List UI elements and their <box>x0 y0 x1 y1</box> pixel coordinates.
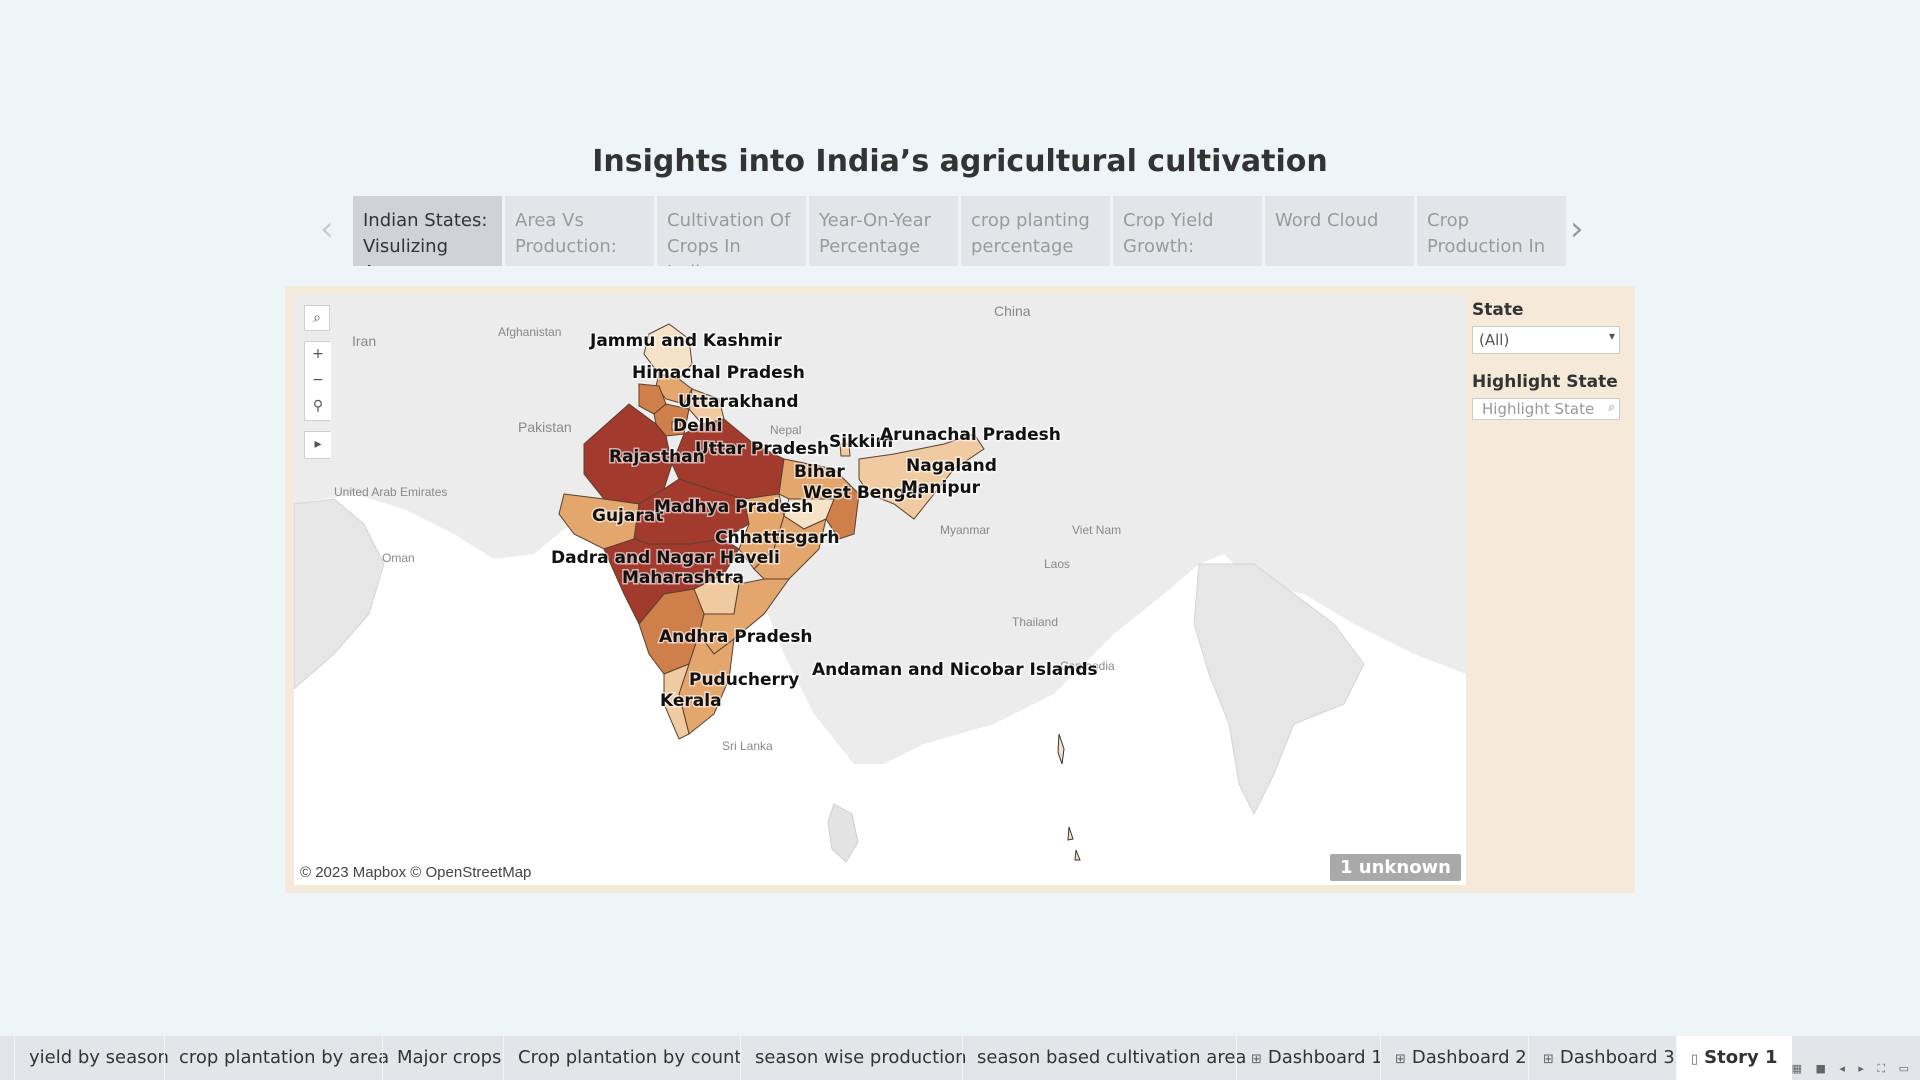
highlight-state-input[interactable]: Highlight State ⌕ <box>1472 398 1620 420</box>
region-label: Andaman and Nicobar Islands <box>812 660 1098 680</box>
region-label: Jammu and Kashmir <box>589 331 782 351</box>
state-filter-value: (All) <box>1479 331 1510 349</box>
dashboard-tab-label: Dashboard 2 <box>1411 1047 1527 1068</box>
sheet-tab[interactable]: Major crops <box>382 1036 515 1080</box>
region-label: Arunachal Pradesh <box>880 425 1061 445</box>
region-label: Gujarat <box>592 506 663 526</box>
map-label-china: China <box>994 303 1031 319</box>
region-label: Madhya Pradesh <box>654 497 813 517</box>
state-maharashtra <box>603 538 740 625</box>
dashboard-panel: Iran Afghanistan Pakistan China Nepal Un… <box>285 286 1635 893</box>
map-label-afghanistan: Afghanistan <box>498 325 561 339</box>
pin-icon[interactable]: ⚲ <box>305 394 331 420</box>
dashboard-tab[interactable]: ⊞ Dashboard 3 <box>1528 1036 1689 1080</box>
map-search-icon[interactable]: ⌕ <box>304 305 330 331</box>
story-title: Insights into India’s agricultural culti… <box>592 144 1328 179</box>
story-point-6[interactable]: Crop Yield Growth: <box>1113 196 1262 266</box>
map-label-oman: Oman <box>382 551 415 565</box>
story-point-2[interactable]: Area Vs Production: <box>505 196 654 266</box>
state-sikkim <box>839 443 851 457</box>
state-delhi <box>671 421 681 431</box>
state-filter-dropdown[interactable]: (All) ▾ <box>1472 326 1620 354</box>
search-icon: ⌕ <box>1608 400 1615 414</box>
chevron-down-icon: ▾ <box>1608 329 1615 343</box>
map-toolbar: ⌕ + − ⚲ ▸ <box>304 305 331 459</box>
story-tab[interactable]: ▯ Story 1 <box>1676 1036 1792 1080</box>
story-navigator: ‹ Indian States: Visulizing Area Area Vs… <box>320 196 1590 266</box>
region-label: Andhra Pradesh <box>659 627 813 647</box>
map-label-vietnam: Viet Nam <box>1072 523 1121 537</box>
state-jammu-kashmir <box>643 323 693 380</box>
story-point-8[interactable]: Crop Production In <box>1417 196 1566 266</box>
zoom-in-icon[interactable]: + <box>305 342 331 368</box>
story-point-5[interactable]: crop planting percentage <box>961 196 1110 266</box>
previous-story-point-icon[interactable]: ‹ <box>320 209 334 249</box>
india-choropleth-map[interactable]: Iran Afghanistan Pakistan China Nepal Un… <box>294 294 1466 885</box>
map-attribution[interactable]: © 2023 Mapbox © OpenStreetMap <box>300 864 532 881</box>
map-label-uae: United Arab Emirates <box>334 485 447 499</box>
arabia-land <box>294 498 385 690</box>
expand-toolbar-icon[interactable]: ▸ <box>305 432 331 458</box>
sheet-view-controls[interactable]: ▦ ■ ◂ ▸ ⛶ ▭ <box>1791 1062 1914 1075</box>
map-label-myanmar: Myanmar <box>940 523 990 537</box>
map-label-nepal: Nepal <box>770 423 801 437</box>
map-canvas: Iran Afghanistan Pakistan China Nepal Un… <box>294 303 1466 885</box>
map-label-cambodia: Cambodia <box>1060 659 1115 673</box>
sheet-tab[interactable]: Crop plantation by count <box>503 1036 755 1080</box>
story-point-3[interactable]: Cultivation Of Crops In India: <box>657 196 806 266</box>
region-label: Maharashtra <box>622 568 744 588</box>
zoom-out-icon[interactable]: − <box>305 368 331 394</box>
map-label-sri-lanka: Sri Lanka <box>722 739 773 753</box>
story-point-7[interactable]: Word Cloud <box>1265 196 1414 266</box>
story-tab-label: Story 1 <box>1704 1047 1778 1068</box>
sheet-tabs-bar: yield by season crop plantation by area … <box>0 1036 1920 1080</box>
highlight-state-title: Highlight State <box>1472 372 1618 392</box>
sheet-tab[interactable]: crop plantation by area <box>164 1036 403 1080</box>
state-filter-title: State <box>1472 300 1524 320</box>
dashboard-icon: ⊞ <box>1395 1052 1406 1067</box>
state-rajasthan <box>583 403 673 505</box>
dashboard-tab[interactable]: ⊞ Dashboard 2 <box>1380 1036 1541 1080</box>
region-label: Himachal Pradesh <box>632 363 805 383</box>
sheet-tab[interactable]: season based cultivation area <box>962 1036 1260 1080</box>
unknown-indicator[interactable]: 1 unknown <box>1329 854 1461 881</box>
andaman-islands <box>1057 733 1081 861</box>
ocean-area <box>294 494 1466 885</box>
sri-lanka-land <box>827 803 859 863</box>
region-label: Nagaland <box>906 456 997 476</box>
map-label-thailand: Thailand <box>1012 615 1058 629</box>
region-label: Chhattisgarh <box>715 528 839 548</box>
region-label: Uttar Pradesh <box>695 439 829 459</box>
region-label: Dadra and Nagar Haveli <box>551 548 780 568</box>
region-label: Rajasthan <box>609 447 705 467</box>
region-label: Puducherry <box>689 670 799 690</box>
story-point-1[interactable]: Indian States: Visulizing Area <box>353 196 502 266</box>
highlight-state-placeholder: Highlight State <box>1482 400 1595 418</box>
region-label: Delhi <box>673 416 722 436</box>
map-label-iran: Iran <box>352 333 376 349</box>
state-northeast <box>858 433 985 520</box>
dashboard-icon: ⊞ <box>1251 1052 1262 1067</box>
story-point-4[interactable]: Year-On-Year Percentage <box>809 196 958 266</box>
next-story-point-icon[interactable]: › <box>1570 209 1584 249</box>
region-label: Uttarakhand <box>678 392 799 412</box>
dashboard-icon: ⊞ <box>1543 1052 1554 1067</box>
dashboard-tab-label: Dashboard 3 <box>1559 1047 1675 1068</box>
region-label: Manipur <box>901 478 981 498</box>
region-label: Bihar <box>794 462 845 482</box>
dashboard-tab-label: Dashboard 1 <box>1267 1047 1383 1068</box>
sheet-tab[interactable]: season wise production <box>740 1036 981 1080</box>
map-label-pakistan: Pakistan <box>518 419 572 435</box>
state-kerala <box>663 663 690 740</box>
region-label: Kerala <box>660 691 722 711</box>
story-icon: ▯ <box>1691 1052 1699 1067</box>
map-label-laos: Laos <box>1044 557 1070 571</box>
region-label: Sikkim <box>829 432 893 452</box>
region-label: West Bengal <box>803 483 923 503</box>
india-states[interactable] <box>558 323 985 740</box>
southeast-asia-land <box>1193 563 1365 816</box>
dashboard-tab[interactable]: ⊞ Dashboard 1 <box>1236 1036 1397 1080</box>
filter-sidebar: State (All) ▾ Highlight State Highlight … <box>1472 300 1622 420</box>
sheet-tab[interactable]: yield by season <box>14 1036 183 1080</box>
